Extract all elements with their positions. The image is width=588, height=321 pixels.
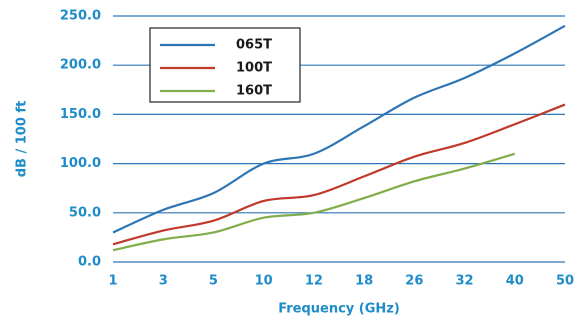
legend-label: 160T <box>236 84 272 99</box>
x-tick-label: 32 <box>456 274 474 289</box>
x-tick-label: 10 <box>255 274 273 289</box>
legend-box <box>149 27 301 103</box>
y-tick-label: 200.0 <box>60 58 101 73</box>
x-tick-label: 12 <box>305 274 323 289</box>
series-line <box>112 24 566 234</box>
legend-label: 065T <box>236 38 272 53</box>
y-tick-label: 0.0 <box>78 255 101 270</box>
x-tick-label: 50 <box>556 274 574 289</box>
y-tick-label: 150.0 <box>60 107 101 122</box>
x-axis-label: Frequency (GHz) <box>278 302 400 317</box>
series-line <box>112 103 566 246</box>
x-tick-label: 18 <box>355 274 373 289</box>
y-tick-label: 100.0 <box>60 156 101 171</box>
y-axis-label: dB / 100 ft <box>15 101 30 178</box>
y-tick-label: 250.0 <box>60 9 101 24</box>
x-tick-label: 3 <box>159 274 168 289</box>
x-tick-label: 26 <box>405 274 423 289</box>
x-tick-label: 1 <box>108 274 117 289</box>
x-tick-label: 40 <box>506 274 524 289</box>
series-line <box>112 152 516 252</box>
y-tick-label: 50.0 <box>69 205 101 220</box>
legend-label: 100T <box>236 61 272 76</box>
legend: 065T 100T 160T <box>149 27 301 103</box>
x-tick-label: 5 <box>209 274 218 289</box>
